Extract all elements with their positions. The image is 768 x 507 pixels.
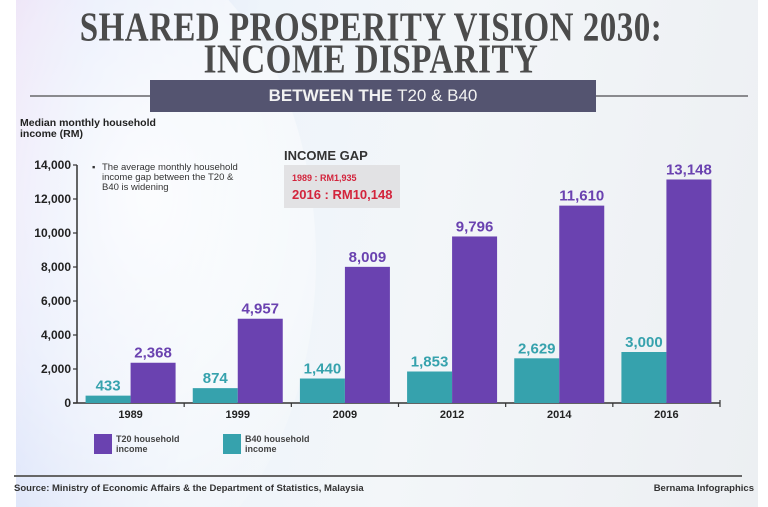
note-text: The average monthly household income gap… bbox=[102, 162, 238, 193]
y-tick-label: 12,000 bbox=[34, 192, 71, 206]
bullet-icon: ▪ bbox=[92, 162, 96, 173]
y-tick-label: 4,000 bbox=[41, 328, 71, 342]
x-tick-label: 2012 bbox=[440, 409, 464, 421]
data-label-b40-2014: 2,629 bbox=[518, 340, 556, 357]
data-label-t20-1989: 2,368 bbox=[134, 345, 172, 362]
data-label-t20-1999: 4,957 bbox=[241, 301, 279, 318]
bar-b40-2012 bbox=[407, 371, 453, 403]
page-title-line2: INCOME DISPARITY bbox=[203, 37, 539, 83]
header-rule-left bbox=[30, 95, 160, 97]
data-label-b40-1999: 874 bbox=[203, 370, 229, 387]
x-tick-label: 1999 bbox=[226, 409, 250, 421]
bar-t20-2016 bbox=[666, 179, 712, 403]
y-tick-label: 8,000 bbox=[41, 260, 71, 274]
legend-swatch-b40 bbox=[223, 434, 241, 454]
header-rule-right bbox=[590, 95, 748, 97]
page-title-line1: SHARED PROSPERITY VISION 2030: bbox=[79, 5, 663, 51]
legend-label-t20: T20 household income bbox=[116, 434, 186, 454]
bar-b40-2009 bbox=[299, 378, 345, 403]
data-label-t20-2009: 8,009 bbox=[349, 249, 387, 266]
y-tick-label: 14,000 bbox=[34, 158, 71, 172]
bar-t20-1989 bbox=[130, 362, 176, 403]
legend-label-t20-line2: income bbox=[116, 444, 148, 454]
income-gap-box: 1989 : RM1,935 2016 : RM10,148 bbox=[284, 165, 400, 208]
x-tick-label: 2009 bbox=[333, 409, 357, 421]
subtitle-banner: BETWEEN THE T20 & B40 bbox=[150, 80, 596, 112]
legend-label-b40-line1: B40 household bbox=[245, 434, 310, 444]
x-tick-label: 1989 bbox=[118, 409, 142, 421]
data-label-t20-2016: 13,148 bbox=[666, 161, 712, 178]
legend-label-b40-line2: income bbox=[245, 444, 277, 454]
bar-b40-1999 bbox=[192, 388, 238, 403]
income-gap-1989: 1989 : RM1,935 bbox=[292, 173, 357, 183]
bar-b40-1989 bbox=[85, 395, 131, 403]
income-gap-title: INCOME GAP bbox=[284, 148, 368, 163]
y-tick-label: 2,000 bbox=[41, 362, 71, 376]
subtitle-bold: BETWEEN THE bbox=[268, 86, 398, 105]
data-label-t20-2014: 11,610 bbox=[559, 188, 604, 205]
bar-t20-2014 bbox=[559, 205, 605, 403]
data-label-t20-2012: 9,796 bbox=[456, 218, 494, 235]
bar-t20-1999 bbox=[237, 318, 283, 403]
y-axis-label: Median monthly household income (RM) bbox=[20, 117, 156, 140]
data-label-b40-2012: 1,853 bbox=[411, 353, 449, 370]
credit-text: Bernama Infographics bbox=[653, 483, 754, 494]
data-label-b40-1989: 433 bbox=[96, 378, 121, 395]
y-tick-label: 10,000 bbox=[34, 226, 71, 240]
legend-swatch-t20 bbox=[94, 434, 112, 454]
x-tick-label: 2016 bbox=[654, 409, 678, 421]
bar-t20-2009 bbox=[344, 266, 390, 403]
bar-b40-2014 bbox=[514, 358, 560, 403]
y-tick-label: 6,000 bbox=[41, 294, 71, 308]
footer-divider bbox=[14, 475, 742, 477]
income-gap-2016: 2016 : RM10,148 bbox=[292, 187, 393, 202]
bar-t20-2012 bbox=[452, 236, 498, 403]
bar-b40-2016 bbox=[621, 352, 667, 403]
y-tick-label: 0 bbox=[64, 396, 71, 410]
source-text: Source: Ministry of Economic Affairs & t… bbox=[14, 483, 364, 494]
data-label-b40-2016: 3,000 bbox=[625, 334, 663, 351]
data-label-b40-2009: 1,440 bbox=[304, 361, 342, 378]
legend-label-b40: B40 household income bbox=[245, 434, 315, 454]
x-tick-label: 2014 bbox=[547, 409, 572, 421]
subtitle-thin: T20 & B40 bbox=[397, 86, 478, 105]
chart-note: ▪ The average monthly household income g… bbox=[92, 162, 244, 193]
legend-label-t20-line1: T20 household bbox=[116, 434, 180, 444]
